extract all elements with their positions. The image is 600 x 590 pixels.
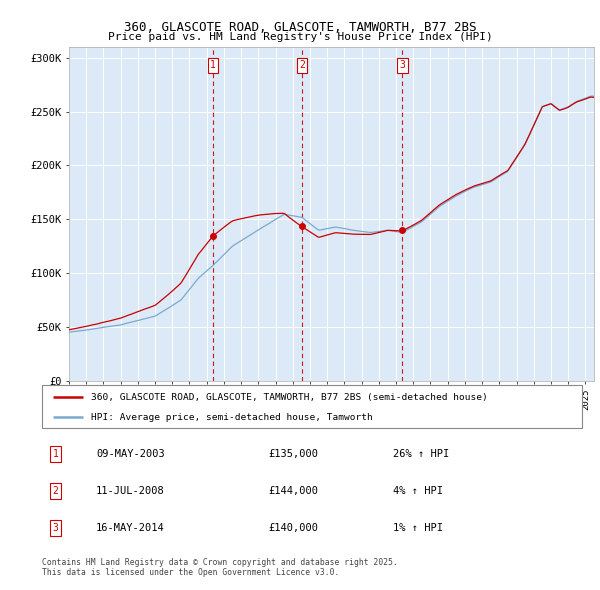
Text: £144,000: £144,000 bbox=[269, 486, 319, 496]
Text: 1: 1 bbox=[53, 450, 58, 460]
Text: 1% ↑ HPI: 1% ↑ HPI bbox=[393, 523, 443, 533]
Text: 360, GLASCOTE ROAD, GLASCOTE, TAMWORTH, B77 2BS (semi-detached house): 360, GLASCOTE ROAD, GLASCOTE, TAMWORTH, … bbox=[91, 393, 487, 402]
Text: 3: 3 bbox=[400, 61, 406, 70]
Text: 16-MAY-2014: 16-MAY-2014 bbox=[96, 523, 165, 533]
Text: 4% ↑ HPI: 4% ↑ HPI bbox=[393, 486, 443, 496]
Text: £135,000: £135,000 bbox=[269, 450, 319, 460]
Text: HPI: Average price, semi-detached house, Tamworth: HPI: Average price, semi-detached house,… bbox=[91, 412, 373, 422]
Text: Price paid vs. HM Land Registry's House Price Index (HPI): Price paid vs. HM Land Registry's House … bbox=[107, 32, 493, 42]
Text: 2: 2 bbox=[299, 61, 305, 70]
Text: 3: 3 bbox=[53, 523, 58, 533]
Text: Contains HM Land Registry data © Crown copyright and database right 2025.
This d: Contains HM Land Registry data © Crown c… bbox=[42, 558, 398, 577]
Text: 360, GLASCOTE ROAD, GLASCOTE, TAMWORTH, B77 2BS: 360, GLASCOTE ROAD, GLASCOTE, TAMWORTH, … bbox=[124, 21, 476, 34]
Text: 11-JUL-2008: 11-JUL-2008 bbox=[96, 486, 165, 496]
Text: 2: 2 bbox=[53, 486, 58, 496]
FancyBboxPatch shape bbox=[42, 385, 582, 428]
Text: £140,000: £140,000 bbox=[269, 523, 319, 533]
Text: 09-MAY-2003: 09-MAY-2003 bbox=[96, 450, 165, 460]
Text: 1: 1 bbox=[210, 61, 216, 70]
Text: 26% ↑ HPI: 26% ↑ HPI bbox=[393, 450, 449, 460]
